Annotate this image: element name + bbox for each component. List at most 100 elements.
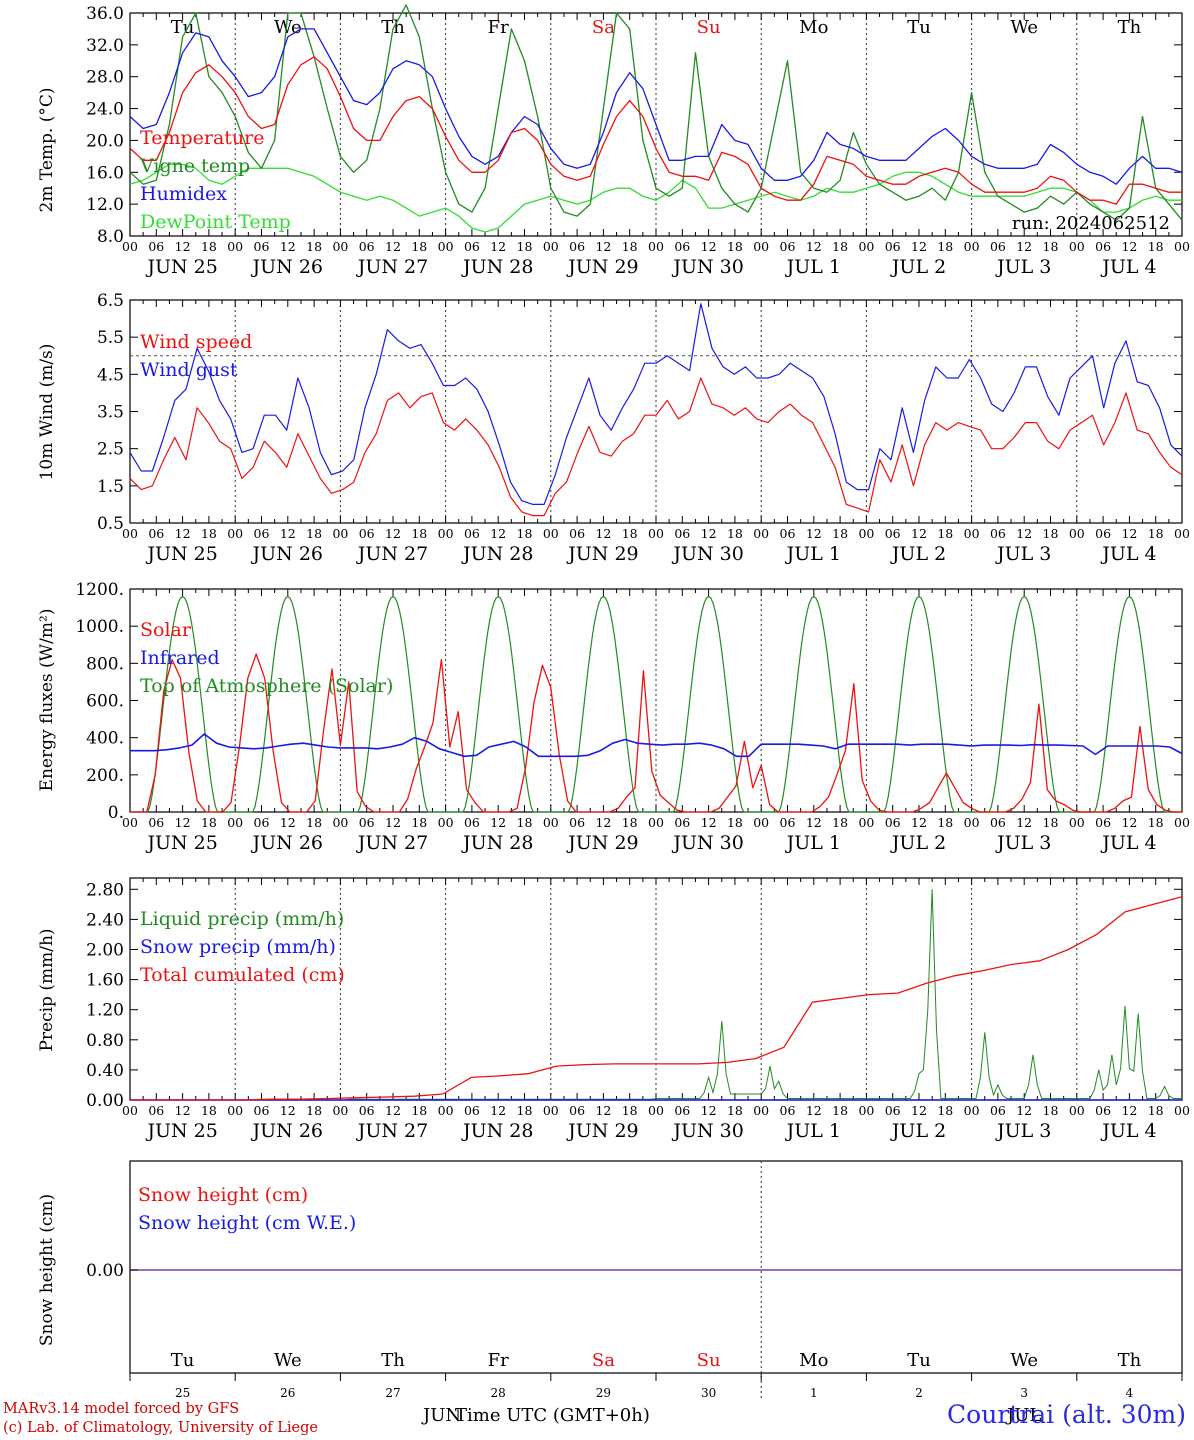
temp-hour-label: 18 <box>306 239 322 254</box>
precip-hour-label: 00 <box>858 1103 874 1118</box>
precip-hour-label: 00 <box>332 1103 348 1118</box>
precip-date-label: JUN 30 <box>671 1120 743 1142</box>
energy-hour-label: 12 <box>385 815 401 830</box>
wind-date-label: JUN 29 <box>566 543 638 565</box>
precip-y-tick-label: 2.80 <box>86 880 124 900</box>
wind-hour-label: 06 <box>359 526 375 541</box>
temp-y-tick-label: 24.0 <box>86 100 124 120</box>
energy-hour-label: 00 <box>753 815 769 830</box>
temp-hour-label: 18 <box>622 239 638 254</box>
precip-hour-label: 00 <box>753 1103 769 1118</box>
temp-hour-label: 18 <box>1148 239 1164 254</box>
wind-hour-label: 00 <box>1174 526 1190 541</box>
wind-hour-label: 12 <box>1121 526 1137 541</box>
temp-series-dewpoint-temp <box>129 163 1182 233</box>
precip-hour-label: 12 <box>701 1103 717 1118</box>
energy-hour-label: 18 <box>727 815 743 830</box>
precip-y-tick-label: 0.40 <box>86 1061 124 1081</box>
temp-hour-label: 18 <box>517 239 533 254</box>
wind-hour-label: 18 <box>306 526 322 541</box>
snow-day-number: 30 <box>701 1386 716 1400</box>
wind-y-tick-label: 5.5 <box>97 328 124 348</box>
temp-hour-label: 06 <box>1095 239 1111 254</box>
snow-day-number: 27 <box>385 1386 400 1400</box>
snow-day-number: 28 <box>491 1386 506 1400</box>
temp-hour-label: 06 <box>780 239 796 254</box>
temp-date-label: JUN 29 <box>566 256 638 278</box>
temp-hour-label: 12 <box>385 239 401 254</box>
temp-hour-label: 00 <box>227 239 243 254</box>
temp-hour-label: 18 <box>727 239 743 254</box>
wind-hour-label: 06 <box>569 526 585 541</box>
wind-y-tick-label: 0.5 <box>97 514 124 534</box>
temp-legend-humidex: Humidex <box>140 183 227 205</box>
precip-hour-label: 06 <box>464 1103 480 1118</box>
precip-hour-label: 00 <box>1069 1103 1085 1118</box>
wind-hour-label: 12 <box>806 526 822 541</box>
footer-credits: MARv3.14 model forced by GFS (c) Lab. of… <box>3 1400 318 1438</box>
wind-date-label: JUL 3 <box>995 543 1051 565</box>
temp-series-humidex <box>129 28 1183 185</box>
energy-hour-label: 18 <box>1148 815 1164 830</box>
snow-day-number: 26 <box>280 1386 295 1400</box>
wind-date-label: JUN 27 <box>356 543 428 565</box>
energy-series-solar <box>130 653 1182 813</box>
energy-y-tick-label: 1000. <box>75 617 124 637</box>
snow-legend-snow-height-cm-w-e: Snow height (cm W.E.) <box>138 1212 356 1234</box>
energy-date-label: JUL 3 <box>995 832 1051 854</box>
precip-hour-label: 18 <box>201 1103 217 1118</box>
wind-hour-label: 18 <box>727 526 743 541</box>
temp-hour-label: 12 <box>175 239 191 254</box>
temp-day-name: Tu <box>171 17 195 38</box>
precip-hour-label: 06 <box>990 1103 1006 1118</box>
temp-hour-label: 00 <box>122 239 138 254</box>
snow-day-name: We <box>274 1350 302 1371</box>
wind-hour-label: 18 <box>1148 526 1164 541</box>
wind-hour-label: 18 <box>411 526 427 541</box>
energy-hour-label: 06 <box>148 815 164 830</box>
precip-hour-label: 18 <box>411 1103 427 1118</box>
energy-hour-label: 12 <box>911 815 927 830</box>
precip-hour-label: 18 <box>306 1103 322 1118</box>
temp-hour-label: 00 <box>332 239 348 254</box>
snow-day-name: Th <box>381 1350 405 1371</box>
temp-day-name: Fr <box>488 17 509 38</box>
wind-hour-label: 12 <box>385 526 401 541</box>
temp-hour-label: 12 <box>280 239 296 254</box>
energy-hour-label: 00 <box>1174 815 1190 830</box>
wind-hour-label: 12 <box>1016 526 1032 541</box>
temp-day-name: Sa <box>592 17 615 38</box>
temp-date-label: JUL 1 <box>785 256 841 278</box>
temp-hour-label: 00 <box>964 239 980 254</box>
temp-hour-label: 00 <box>858 239 874 254</box>
precip-hour-label: 12 <box>1016 1103 1032 1118</box>
temp-hour-label: 06 <box>990 239 1006 254</box>
wind-hour-label: 18 <box>832 526 848 541</box>
temp-date-label: JUN 27 <box>356 256 428 278</box>
temp-day-name: Su <box>697 17 721 38</box>
wind-hour-label: 06 <box>1095 526 1111 541</box>
energy-y-tick-label: 0. <box>108 803 124 823</box>
energy-date-label: JUL 2 <box>890 832 946 854</box>
snow-day-name: Sa <box>592 1350 615 1371</box>
snow-y-tick-label: 0.00 <box>86 1261 124 1281</box>
temp-hour-label: 06 <box>359 239 375 254</box>
temp-date-label: JUN 28 <box>461 256 533 278</box>
precip-hour-label: 06 <box>359 1103 375 1118</box>
precip-y-tick-label: 0.80 <box>86 1031 124 1051</box>
energy-hour-label: 00 <box>648 815 664 830</box>
wind-hour-label: 12 <box>490 526 506 541</box>
precip-legend-total-cumulated-cm: Total cumulated (cm) <box>140 964 345 986</box>
precip-hour-label: 00 <box>227 1103 243 1118</box>
energy-date-label: JUN 25 <box>145 832 217 854</box>
snow-day-name: We <box>1010 1350 1038 1371</box>
snow-day-number: 1 <box>810 1386 818 1400</box>
precip-hour-label: 06 <box>1095 1103 1111 1118</box>
wind-hour-label: 00 <box>122 526 138 541</box>
wind-hour-label: 06 <box>148 526 164 541</box>
temp-series-temperature <box>129 56 1182 205</box>
precip-date-label: JUN 27 <box>356 1120 428 1142</box>
energy-hour-label: 18 <box>937 815 953 830</box>
precip-date-label: JUL 1 <box>785 1120 841 1142</box>
energy-hour-label: 06 <box>569 815 585 830</box>
